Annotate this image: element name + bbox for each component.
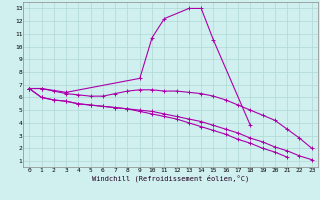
X-axis label: Windchill (Refroidissement éolien,°C): Windchill (Refroidissement éolien,°C) xyxy=(92,174,249,182)
